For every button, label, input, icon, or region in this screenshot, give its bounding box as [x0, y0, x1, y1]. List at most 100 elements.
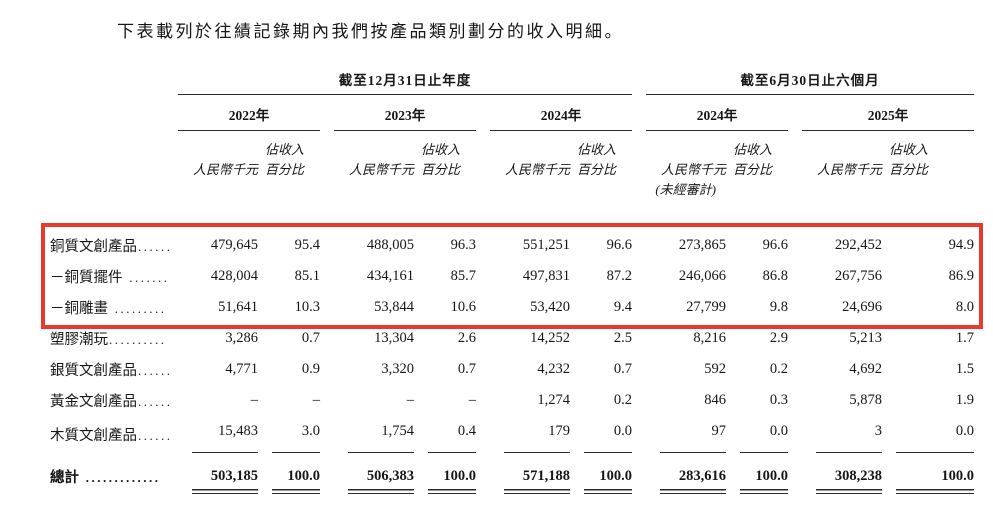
value-amount: 434,161	[366, 268, 414, 284]
value-amount: 488,005	[366, 237, 414, 253]
amount-unit-label: 人民幣千元	[816, 162, 882, 177]
value-percent: 0.3	[769, 392, 788, 408]
column-gap	[788, 385, 802, 416]
row-label: 塑膠潮玩..........	[50, 332, 167, 348]
value-amount: 179	[490, 416, 570, 453]
row-label: 銀質文創產品......	[50, 363, 173, 379]
value-percent: 86.8	[762, 268, 788, 284]
value-percent: 96.6	[606, 237, 632, 253]
value-percent: 2.5	[613, 330, 632, 346]
value-percent: 100.0	[570, 453, 632, 494]
dot-leader: .......	[123, 270, 170, 285]
year-2024: 2024年	[490, 94, 632, 131]
share-label-line1: 佔收入	[732, 142, 772, 157]
value-amount: 4,232	[537, 361, 570, 377]
column-gap	[320, 416, 334, 453]
table-row: 塑膠潮玩.......... 3,286 0.7 13,304 2.6 14,252 2.5…	[50, 323, 974, 354]
value-percent: 0.7	[457, 361, 476, 377]
col-header-share-2025-interim: 佔收入 百分比	[882, 131, 974, 201]
value-amount: 308,238	[802, 453, 882, 494]
column-gap	[632, 385, 646, 416]
value-percent: 9.4	[613, 299, 632, 315]
column-gap	[632, 292, 646, 323]
corner-cell	[50, 95, 178, 131]
column-gap	[632, 323, 646, 354]
value-amount: 1,754	[334, 416, 414, 453]
col-header-share-2024-interim: 佔收入 百分比	[726, 131, 788, 201]
share-label-line1: 佔收入	[420, 142, 460, 157]
value-percent: 100.0	[414, 453, 476, 494]
dot-leader: .........	[109, 301, 167, 316]
revenue-by-product-table: 截至12月31日止年度 截至6月30日止六個月 2022年 2023年 2024…	[50, 69, 975, 494]
table-row: －銅質擺件 ....... 428,004 85.1 434,161 85.7 497,8…	[50, 261, 974, 292]
amount-unit-label: 人民幣千元	[660, 162, 726, 177]
col-header-amount-2023: 人民幣千元	[334, 131, 414, 201]
value-amount: 4,692	[849, 361, 882, 377]
table-row: 銅質文創產品...... 479,645 95.4 488,005 96.3 551,25…	[50, 230, 974, 261]
table-row: 黃金文創產品...... – – – – 1,274 0.2 846 0.3 5,878 1.9	[50, 385, 974, 416]
share-label-line2: 百分比	[889, 162, 929, 177]
column-gap	[320, 323, 334, 354]
value-percent: 3.0	[258, 416, 320, 453]
col-header-amount-2024-interim: 人民幣千元 (未經審計)	[646, 131, 726, 201]
value-amount: 13,304	[374, 330, 414, 346]
value-amount: 273,865	[678, 237, 726, 253]
value-percent: 10.3	[294, 299, 320, 315]
year-2022: 2022年	[178, 94, 320, 131]
column-gap	[476, 230, 490, 261]
column-gap	[476, 416, 490, 453]
share-label-line1: 佔收入	[889, 142, 929, 157]
value-amount: 3	[802, 416, 882, 453]
value-amount: 1,274	[537, 392, 570, 408]
value-percent: 2.9	[769, 330, 788, 346]
column-gap	[320, 385, 334, 416]
value-percent: 8.0	[955, 299, 975, 315]
column-gap	[632, 69, 646, 95]
value-percent: 0.7	[613, 361, 632, 377]
value-amount: 551,251	[522, 237, 570, 253]
share-label-line1: 佔收入	[576, 142, 616, 157]
value-percent: 0.2	[769, 361, 788, 377]
value-percent: 86.9	[948, 268, 975, 284]
value-percent: 1.5	[955, 361, 975, 377]
corner-cell	[50, 69, 178, 95]
row-label: 木質文創產品......	[50, 428, 173, 444]
value-amount: 246,066	[678, 268, 726, 284]
column-gap	[476, 354, 490, 385]
value-percent: 2.6	[457, 330, 476, 346]
corner-cell	[50, 131, 178, 201]
value-amount: 506,383	[334, 453, 414, 494]
table-row: －銅雕畫 ......... 51,641 10.3 53,844 10.6 53,420…	[50, 292, 974, 323]
amount-unit-label: 人民幣千元	[504, 162, 570, 177]
value-amount: 571,188	[490, 453, 570, 494]
column-gap	[632, 131, 646, 201]
header-spacer-row	[50, 200, 974, 230]
col-header-amount-2022: 人民幣千元	[178, 131, 258, 201]
column-gap	[320, 292, 334, 323]
share-label-line2: 百分比	[264, 162, 304, 177]
column-gap	[476, 261, 490, 292]
amount-unit-label: 人民幣千元	[192, 162, 258, 177]
value-amount: 51,641	[218, 299, 258, 315]
col-header-amount-2024: 人民幣千元	[490, 131, 570, 201]
dot-leader: ......	[138, 394, 173, 409]
value-percent: 0.0	[726, 416, 788, 453]
year-2024-interim: 2024年	[646, 94, 788, 131]
row-label: －銅質擺件 .......	[50, 270, 170, 286]
value-percent: 9.8	[769, 299, 788, 315]
column-gap	[320, 453, 334, 494]
value-percent: 100.0	[882, 453, 975, 494]
column-gap	[476, 323, 490, 354]
value-amount: 5,878	[849, 392, 882, 408]
value-percent: 100.0	[726, 453, 788, 494]
value-percent: 95.4	[294, 237, 320, 253]
total-row: 總計 ............. 503,185 100.0 506,383 100.0…	[50, 453, 975, 494]
dot-leader: ..........	[109, 332, 167, 347]
period-group-header-row: 截至12月31日止年度 截至6月30日止六個月	[50, 69, 975, 95]
value-amount: 27,799	[686, 299, 726, 315]
column-gap	[632, 230, 646, 261]
share-label-line2: 百分比	[420, 162, 460, 177]
value-amount: 5,213	[849, 330, 882, 346]
page-title: 下表載列於往績記錄期內我們按產品類別劃分的收入明細。	[117, 22, 624, 41]
